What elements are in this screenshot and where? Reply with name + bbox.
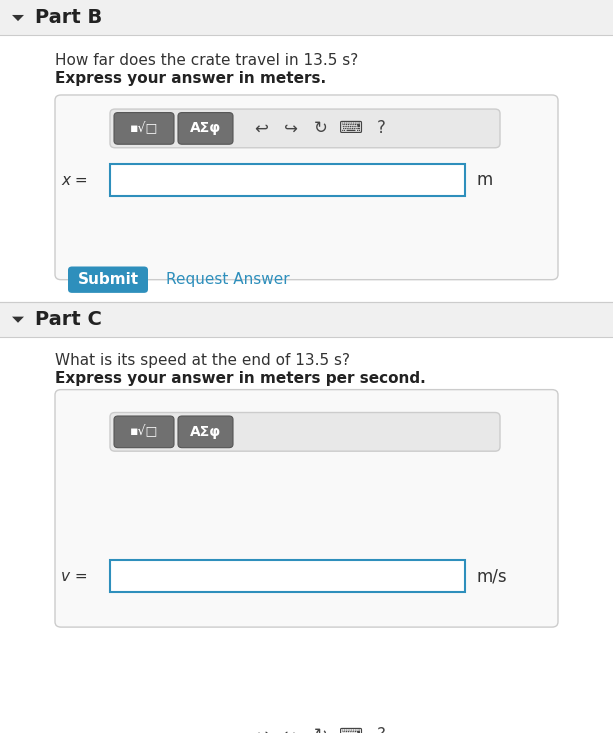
Polygon shape bbox=[12, 317, 24, 323]
Text: m: m bbox=[477, 172, 493, 189]
Text: ↻: ↻ bbox=[314, 119, 328, 137]
FancyBboxPatch shape bbox=[110, 413, 500, 452]
Bar bbox=[0, 337, 613, 645]
Text: How far does the crate travel in 13.5 s?: How far does the crate travel in 13.5 s? bbox=[55, 53, 358, 67]
FancyBboxPatch shape bbox=[110, 164, 465, 196]
Text: ↩: ↩ bbox=[254, 726, 268, 733]
Text: ?: ? bbox=[376, 119, 386, 137]
Text: Part B: Part B bbox=[35, 8, 102, 27]
Text: ↪: ↪ bbox=[284, 726, 298, 733]
FancyBboxPatch shape bbox=[55, 95, 558, 280]
Text: m/s: m/s bbox=[477, 567, 508, 585]
FancyBboxPatch shape bbox=[110, 560, 465, 592]
Text: ↩: ↩ bbox=[254, 119, 268, 137]
Text: What is its speed at the end of 13.5 s?: What is its speed at the end of 13.5 s? bbox=[55, 353, 350, 368]
FancyBboxPatch shape bbox=[178, 113, 233, 144]
Polygon shape bbox=[12, 15, 24, 21]
Text: ↻: ↻ bbox=[314, 726, 328, 733]
FancyBboxPatch shape bbox=[110, 109, 500, 148]
Text: ▪√□: ▪√□ bbox=[130, 425, 158, 438]
Text: AΣφ: AΣφ bbox=[190, 122, 221, 136]
Text: Part C: Part C bbox=[35, 310, 102, 329]
Text: Express your answer in meters per second.: Express your answer in meters per second… bbox=[55, 371, 426, 386]
Text: AΣφ: AΣφ bbox=[190, 425, 221, 439]
Text: Request Answer: Request Answer bbox=[166, 272, 289, 287]
Bar bbox=[0, 0, 613, 35]
FancyBboxPatch shape bbox=[55, 390, 558, 627]
Bar bbox=[0, 35, 613, 302]
Text: v =: v = bbox=[61, 569, 88, 583]
FancyBboxPatch shape bbox=[114, 416, 174, 448]
Bar bbox=[0, 302, 613, 337]
FancyBboxPatch shape bbox=[68, 267, 148, 293]
FancyBboxPatch shape bbox=[114, 113, 174, 144]
Text: ↪: ↪ bbox=[284, 119, 298, 137]
Text: x =: x = bbox=[61, 173, 88, 188]
Text: ?: ? bbox=[376, 726, 386, 733]
Text: Express your answer in meters.: Express your answer in meters. bbox=[55, 71, 326, 86]
Text: ⌨: ⌨ bbox=[339, 726, 363, 733]
FancyBboxPatch shape bbox=[178, 416, 233, 448]
Text: ⌨: ⌨ bbox=[339, 119, 363, 137]
Text: Submit: Submit bbox=[77, 272, 139, 287]
Text: ▪√□: ▪√□ bbox=[130, 122, 158, 135]
